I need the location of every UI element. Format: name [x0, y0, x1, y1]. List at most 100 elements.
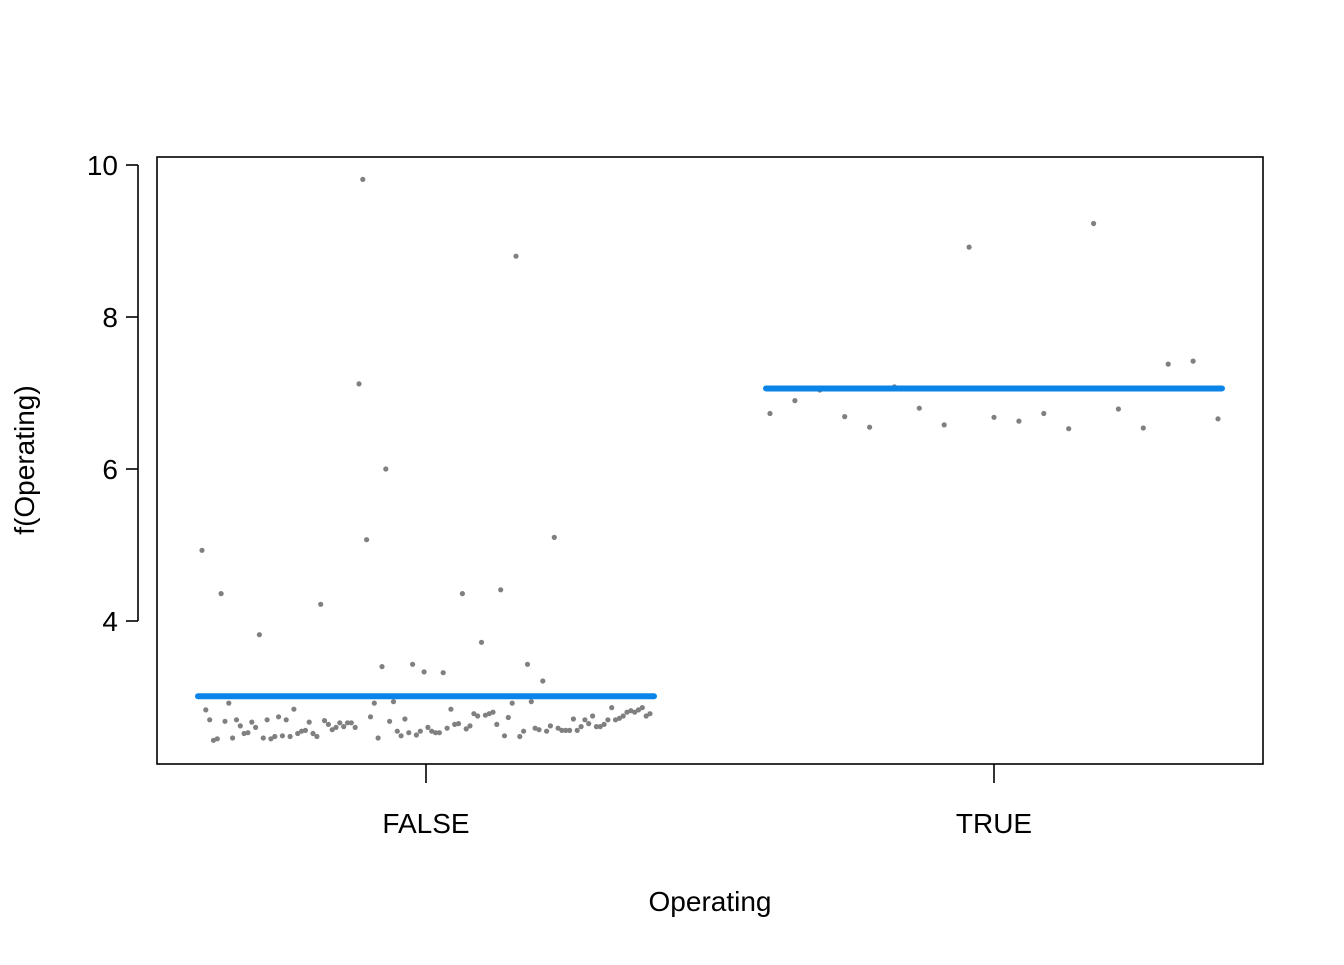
- data-point: [559, 727, 565, 734]
- data-point: [448, 706, 454, 712]
- x-axis-label: Operating: [649, 886, 772, 917]
- x-axis: FALSE TRUE: [382, 764, 1032, 839]
- data-point: [356, 381, 362, 387]
- y-axis-label: f(Operating): [9, 385, 40, 534]
- data-point: [360, 176, 366, 182]
- y-tick-label: 8: [102, 302, 118, 333]
- data-point: [352, 724, 358, 731]
- data-point: [291, 706, 297, 712]
- data-point: [570, 716, 577, 722]
- data-point: [574, 727, 580, 734]
- data-point: [639, 705, 645, 711]
- data-point: [455, 721, 462, 727]
- data-point: [1140, 425, 1146, 431]
- data-point: [513, 253, 519, 259]
- data-point: [364, 537, 370, 543]
- data-point: [767, 410, 773, 417]
- data-point: [467, 723, 473, 729]
- data-point: [440, 670, 446, 676]
- data-point: [203, 707, 209, 713]
- data-point: [842, 414, 848, 420]
- data-point: [567, 727, 573, 734]
- data-point: [325, 721, 331, 728]
- data-point: [429, 728, 435, 734]
- data-point: [991, 414, 997, 420]
- data-point: [264, 717, 270, 723]
- data-point: [318, 601, 324, 607]
- data-point: [505, 714, 511, 721]
- data-point: [612, 717, 619, 723]
- data-point: [941, 422, 947, 428]
- data-point: [532, 725, 538, 731]
- data-point: [279, 733, 285, 739]
- data-point: [1091, 220, 1097, 227]
- data-point: [490, 709, 496, 715]
- data-point: [230, 735, 236, 741]
- data-point: [1190, 358, 1196, 364]
- data-point: [601, 721, 607, 728]
- data-point: [218, 591, 224, 597]
- points-layer: [199, 176, 1221, 743]
- data-point: [501, 733, 508, 739]
- data-point: [632, 709, 638, 715]
- data-point: [306, 719, 312, 725]
- data-point: [394, 728, 400, 734]
- data-point: [528, 699, 534, 705]
- data-point: [647, 711, 653, 717]
- data-point: [544, 728, 550, 734]
- data-point: [245, 730, 251, 736]
- data-point: [605, 717, 611, 723]
- data-point: [1016, 418, 1022, 424]
- data-point: [551, 534, 557, 541]
- y-tick-label: 6: [102, 454, 118, 485]
- data-point: [237, 723, 243, 729]
- data-point: [509, 700, 515, 706]
- data-point: [283, 717, 289, 723]
- data-point: [214, 736, 220, 742]
- data-point: [249, 719, 255, 725]
- data-point: [425, 724, 431, 731]
- data-point: [310, 730, 316, 737]
- data-point: [524, 661, 531, 667]
- data-point: [1115, 406, 1121, 412]
- data-point: [578, 724, 584, 730]
- data-point: [421, 669, 427, 675]
- data-point: [302, 727, 308, 734]
- data-point: [498, 587, 504, 593]
- y-axis: 4 6 8 10: [87, 150, 139, 637]
- data-point: [616, 715, 623, 721]
- data-point: [371, 700, 377, 706]
- data-point: [253, 724, 259, 731]
- data-point: [387, 718, 393, 724]
- data-point: [413, 732, 419, 738]
- data-point: [348, 720, 354, 726]
- data-point: [329, 727, 335, 733]
- data-point: [475, 713, 481, 719]
- y-tick-label: 4: [102, 606, 118, 637]
- data-point: [199, 547, 205, 553]
- data-point: [792, 398, 798, 404]
- data-point: [256, 632, 262, 638]
- data-point: [276, 714, 282, 720]
- data-point: [624, 709, 630, 715]
- data-point: [916, 405, 922, 411]
- data-point: [268, 736, 274, 742]
- data-point: [398, 733, 404, 739]
- data-point: [867, 424, 873, 430]
- data-point: [287, 733, 293, 740]
- data-point: [314, 733, 320, 740]
- fitted-lines-layer: [195, 385, 1225, 700]
- data-point: [295, 730, 301, 737]
- plot-frame: [156, 156, 1264, 765]
- data-point: [459, 591, 465, 597]
- data-point: [540, 678, 546, 684]
- data-point: [521, 728, 527, 734]
- data-point: [590, 713, 596, 719]
- data-point: [207, 717, 213, 723]
- data-point: [233, 717, 240, 723]
- data-point: [333, 724, 339, 731]
- data-point: [609, 705, 615, 711]
- data-point: [1165, 361, 1171, 367]
- data-point: [383, 466, 389, 472]
